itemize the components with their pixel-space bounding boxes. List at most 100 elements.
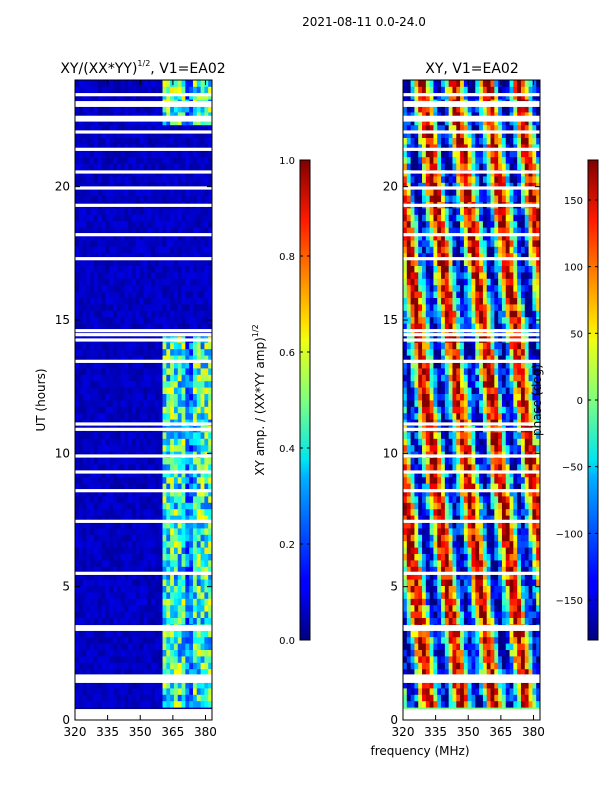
left-heatmap-cell	[82, 528, 87, 535]
right-heatmap-cell	[410, 464, 415, 471]
left-heatmap-cell	[189, 560, 194, 567]
left-heatmap-cell	[86, 649, 91, 657]
left-heatmap-cell	[185, 323, 190, 330]
left-heatmap-cell	[105, 182, 110, 190]
right-heatmap-cell	[505, 649, 510, 657]
left-heatmap-cell	[181, 611, 186, 618]
left-heatmap-cell	[173, 636, 179, 644]
right-heatmap-cell	[460, 643, 465, 650]
left-heatmap-cell	[124, 368, 129, 375]
left-heatmap-cell	[116, 502, 122, 510]
left-heatmap-cell	[109, 86, 114, 94]
left-heatmap-cell	[75, 438, 80, 446]
right-heatmap-cell	[456, 464, 461, 471]
right-heatmap-cell	[433, 483, 438, 490]
left-heatmap-cell	[204, 188, 209, 196]
right-heatmap-cell	[532, 572, 537, 580]
right-heatmap-cell	[422, 496, 427, 503]
left-heatmap-cell	[90, 540, 95, 548]
right-heatmap-cell	[403, 534, 408, 542]
right-heatmap-cell	[479, 636, 484, 644]
right-heatmap-cell	[448, 617, 453, 625]
left-heatmap-cell	[105, 656, 110, 663]
left-heatmap-cell	[135, 617, 141, 625]
right-heatmap-cell	[456, 604, 461, 612]
left-heatmap-cell	[113, 208, 118, 215]
left-heatmap-cell	[86, 323, 91, 330]
right-heatmap-cell	[475, 649, 480, 657]
left-heatmap-cell	[204, 694, 209, 702]
left-heatmap-cell	[86, 348, 91, 356]
left-heatmap-cell	[139, 246, 144, 254]
right-heatmap-cell	[414, 547, 419, 554]
left-heatmap-cell	[86, 617, 91, 625]
left-heatmap-cell	[170, 233, 175, 241]
right-heatmap-cell	[441, 515, 446, 522]
left-heatmap-cell	[120, 604, 125, 612]
left-heatmap-cell	[82, 496, 87, 503]
flagged-gap	[75, 147, 212, 151]
left-heatmap-cell	[147, 272, 152, 279]
left-heatmap-cell	[208, 528, 213, 535]
right-heatmap-cell	[437, 476, 442, 484]
left-heatmap-cell	[208, 617, 213, 625]
left-heatmap-cell	[162, 412, 167, 420]
left-heatmap-cell	[204, 380, 209, 388]
left-heatmap-cell	[113, 105, 118, 113]
left-heatmap-cell	[147, 496, 152, 503]
left-heatmap-cell	[135, 502, 141, 510]
left-heatmap-cell	[189, 540, 194, 548]
left-heatmap-cell	[128, 528, 133, 535]
left-heatmap-cell	[97, 188, 103, 196]
right-heatmap-cell	[509, 643, 514, 650]
left-heatmap-cell	[135, 227, 141, 234]
left-heatmap-cell	[181, 112, 186, 119]
left-heatmap-cell	[82, 208, 87, 215]
right-heatmap-cell	[528, 579, 533, 586]
left-heatmap-cell	[147, 80, 152, 87]
left-heatmap-cell	[75, 700, 80, 708]
left-heatmap-cell	[177, 112, 182, 119]
left-heatmap-cell	[109, 355, 114, 362]
left-heatmap-cell	[147, 291, 152, 298]
right-heatmap-cell	[444, 585, 450, 593]
right-heatmap-cell	[513, 534, 518, 542]
right-heatmap-cell	[460, 476, 465, 484]
right-heatmap-cell	[410, 496, 415, 503]
left-heatmap-cell	[185, 592, 190, 599]
left-heatmap-cell	[181, 144, 186, 151]
left-heatmap-cell	[116, 483, 122, 490]
left-heatmap-cell	[173, 393, 179, 401]
right-heatmap-cell	[441, 470, 446, 478]
right-heatmap-cell	[528, 604, 533, 612]
right-heatmap-cell	[437, 560, 442, 567]
left-heatmap-cell	[196, 502, 201, 510]
right-heatmap-cell	[460, 572, 465, 580]
left-heatmap-cell	[166, 233, 171, 241]
left-heatmap-cell	[192, 246, 198, 254]
left-heatmap-cell	[128, 649, 133, 657]
left-heatmap-cell	[120, 681, 125, 689]
left-heatmap-cell	[192, 156, 198, 164]
left-heatmap-cell	[78, 348, 84, 356]
left-heatmap-cell	[143, 316, 148, 324]
left-heatmap-cell	[181, 496, 186, 503]
right-heatmap-cell	[482, 598, 488, 606]
left-heatmap-cell	[147, 592, 152, 599]
left-heatmap-cell	[78, 374, 84, 382]
left-heatmap-cell	[189, 406, 194, 414]
right-heatmap-cell	[486, 668, 491, 676]
left-heatmap-cell	[78, 272, 84, 279]
left-heatmap-cell	[139, 310, 144, 318]
right-heatmap-cell	[509, 553, 514, 561]
left-heatmap-cell	[166, 611, 171, 618]
right-heatmap-cell	[406, 476, 412, 484]
left-heatmap-cell	[75, 521, 80, 529]
left-heatmap-cell	[158, 278, 163, 286]
left-heatmap-cell	[120, 156, 125, 164]
right-heatmap-cell	[490, 643, 495, 650]
left-heatmap-cell	[189, 259, 194, 266]
left-heatmap-cell	[196, 540, 201, 548]
left-heatmap-cell	[192, 457, 198, 465]
left-heatmap-cell	[154, 259, 160, 266]
